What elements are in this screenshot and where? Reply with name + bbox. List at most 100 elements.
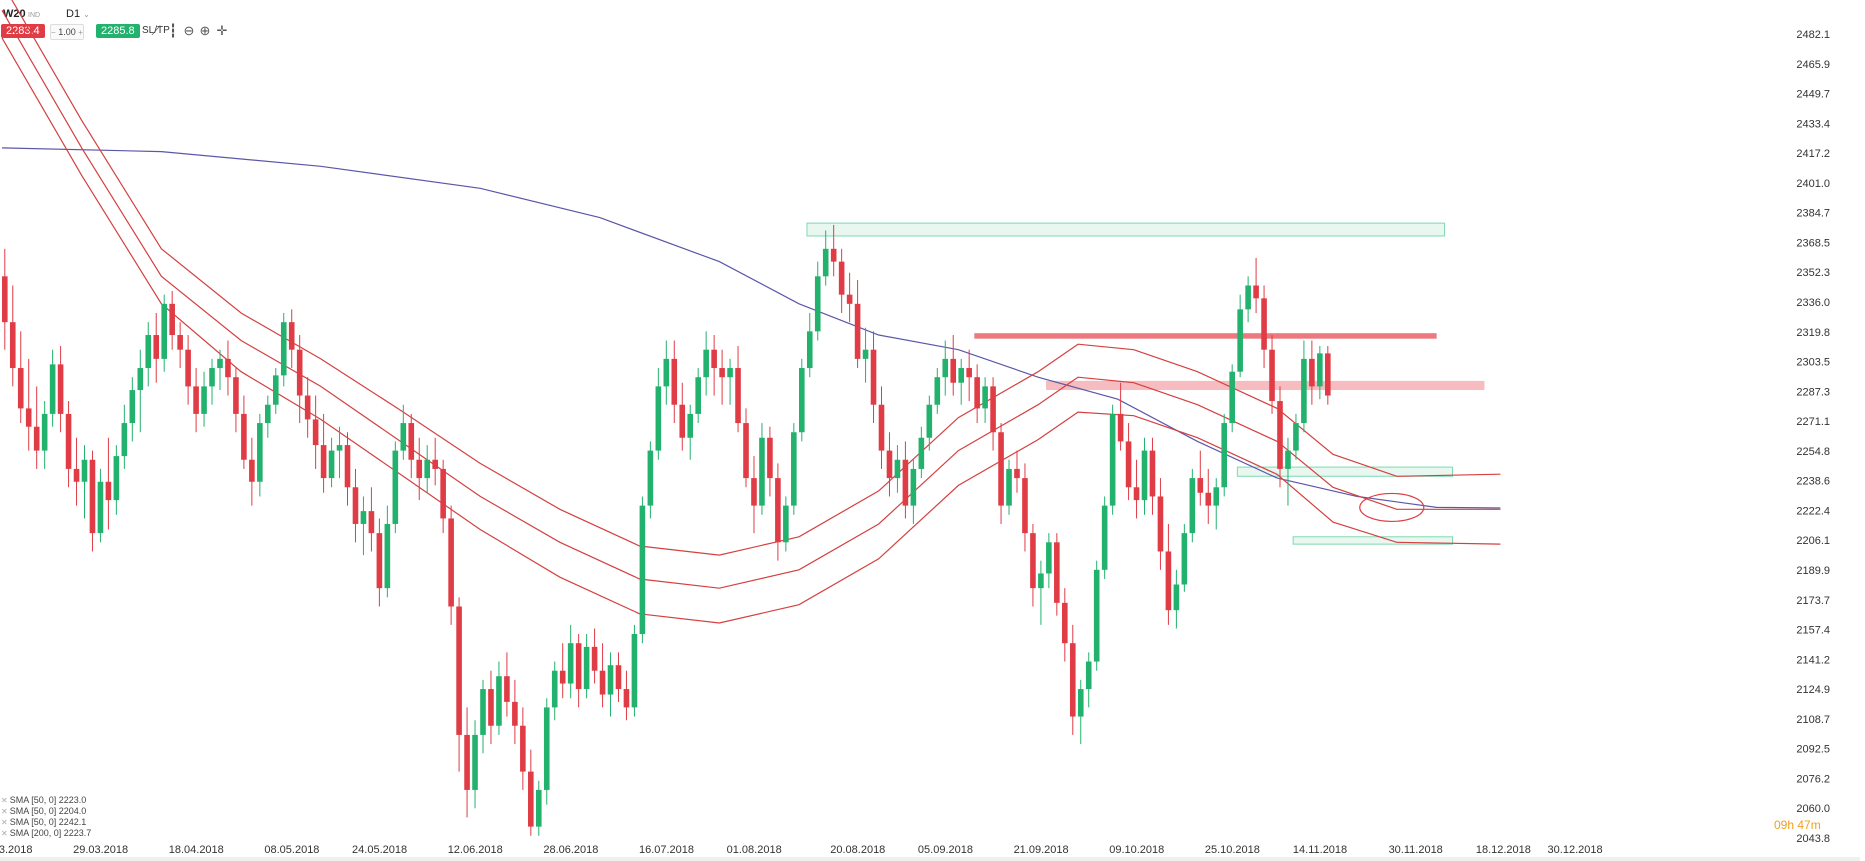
candle	[504, 652, 510, 717]
quantity-value[interactable]: 1.00	[58, 27, 76, 37]
price-tick-label: 2141.2	[1796, 654, 1830, 666]
crosshair-icon[interactable]: ✛	[216, 23, 228, 38]
candle	[233, 368, 239, 433]
candle-body	[1014, 468, 1020, 479]
candle	[288, 309, 295, 369]
price-zone	[1236, 466, 1454, 477]
candle	[1093, 560, 1100, 671]
date-tick-label: 21.09.2018	[1014, 844, 1069, 856]
candle	[1181, 523, 1188, 592]
zoom-out-icon[interactable]: ⊖	[183, 23, 195, 38]
price-tick-label: 2465.9	[1796, 59, 1830, 71]
candle	[543, 698, 550, 805]
candle	[49, 349, 56, 427]
price-tick-label: 2189.9	[1796, 565, 1830, 577]
candle-body	[926, 404, 933, 438]
legend-item[interactable]: ✕ SMA [50, 0] 2242.1	[1, 817, 87, 827]
quantity-stepper[interactable]: − 1.00 +	[50, 24, 84, 40]
price-tick-label: 2303.5	[1796, 357, 1830, 369]
candle	[607, 652, 614, 717]
candle-body	[185, 349, 191, 387]
candle	[1197, 450, 1204, 506]
candle	[535, 780, 542, 836]
candle-body	[671, 358, 678, 405]
candle-body	[1117, 413, 1124, 442]
close-icon[interactable]: ✕	[1, 807, 8, 816]
candle-body	[830, 248, 837, 262]
candle	[368, 487, 375, 552]
candle-body	[360, 511, 367, 524]
scrollbar[interactable]	[0, 857, 1860, 861]
candle	[424, 445, 431, 493]
candle	[1213, 478, 1220, 530]
symbol-name[interactable]: W20	[3, 8, 26, 20]
candle	[1253, 257, 1259, 314]
plus-icon[interactable]: +	[78, 28, 83, 37]
candle	[559, 643, 566, 699]
price-tick-label: 2368.5	[1796, 237, 1830, 249]
candle-body	[1157, 496, 1164, 552]
candle-body	[520, 725, 526, 772]
candle	[1133, 459, 1140, 519]
candle-body	[328, 450, 335, 479]
candle-body	[775, 478, 781, 543]
close-icon[interactable]: ✕	[1, 818, 8, 827]
candle	[1125, 423, 1132, 501]
candle	[249, 437, 255, 506]
candle	[1157, 478, 1164, 570]
price-tick-label: 2238.6	[1796, 476, 1830, 488]
candle-body	[982, 386, 988, 409]
price-tick-label: 2433.4	[1796, 118, 1830, 130]
close-icon[interactable]: ✕	[1, 829, 8, 838]
candles	[2, 224, 1331, 836]
candle-body	[615, 665, 622, 690]
zoom-in-icon[interactable]: ⊕	[199, 23, 211, 38]
buy-button[interactable]: 2285.8	[96, 24, 140, 38]
candle	[926, 395, 933, 451]
candle-body	[1181, 533, 1188, 585]
legend-item[interactable]: ✕ SMA [200, 0] 2223.7	[1, 828, 92, 838]
candle	[878, 386, 885, 469]
candle	[822, 230, 829, 286]
candle-body	[249, 459, 255, 482]
highlight-ellipse	[1359, 492, 1425, 523]
candle-body	[1277, 401, 1283, 469]
candle-body	[1189, 478, 1196, 534]
candle-body	[974, 377, 980, 409]
candle	[751, 456, 757, 534]
candle-body	[1085, 661, 1092, 690]
candle	[352, 468, 359, 543]
candle-body	[934, 377, 941, 405]
legend-item[interactable]: ✕ SMA [50, 0] 2223.0	[1, 795, 87, 805]
line-chart-icon[interactable]: ⟋	[151, 23, 161, 38]
candle-body	[1149, 450, 1156, 497]
candle	[703, 331, 709, 396]
candle	[679, 382, 686, 451]
chart-toolbar: W20 IND D1 ⌄ 2283.4 − 1.00 + 2285.8 SL/T…	[0, 0, 1860, 44]
candle-body	[1285, 450, 1291, 469]
candle-body	[408, 423, 415, 460]
candle	[480, 679, 486, 754]
date-tick-label: 16.07.2018	[639, 844, 694, 856]
sltp-button[interactable]: SL/TP	[142, 25, 170, 36]
close-icon[interactable]: ✕	[1, 796, 8, 805]
price-tick-label: 2124.9	[1796, 684, 1830, 696]
candle	[392, 441, 399, 534]
candle-body	[1205, 492, 1212, 506]
minus-icon[interactable]: −	[51, 28, 56, 37]
time-axis[interactable]: 13.03.2018 29.03.2018 18.04.2018 08.05.2018…	[0, 844, 1603, 856]
candle-body	[272, 375, 279, 405]
price-tick-label: 2157.4	[1796, 625, 1830, 637]
candle-body	[894, 459, 901, 479]
candle	[512, 679, 518, 745]
candle-body	[384, 523, 391, 589]
candle-body	[17, 368, 24, 409]
candle	[799, 358, 805, 442]
candle	[1277, 386, 1283, 488]
timeframe-selector[interactable]: D1 ⌄	[66, 7, 90, 22]
date-tick-label: 28.06.2018	[543, 844, 598, 856]
candles-icon[interactable]: ┇	[169, 23, 177, 38]
legend-item[interactable]: ✕ SMA [50, 0] 2204.0	[1, 806, 87, 816]
price-axis[interactable]: 2482.1 2465.9 2449.7 2433.4 2417.2 2401.0 2384…	[1796, 29, 1830, 845]
